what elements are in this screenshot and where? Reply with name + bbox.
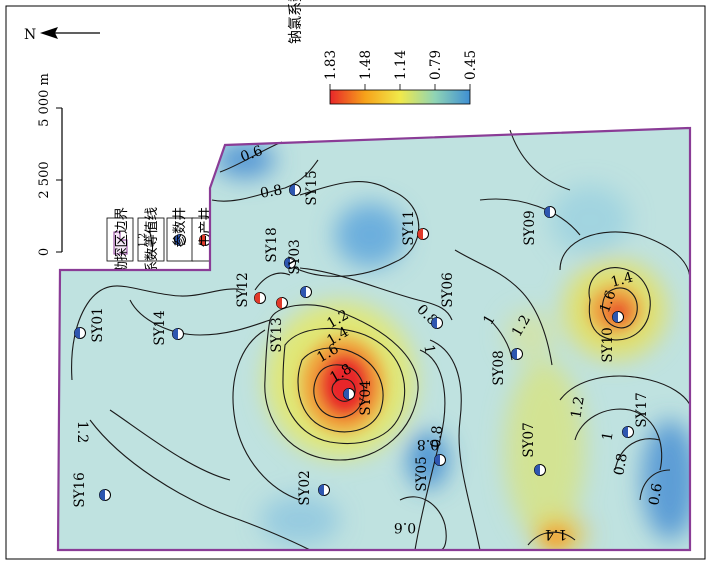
well-marker-sy18: SY18 bbox=[264, 227, 296, 269]
well-marker-sy15: SY15 bbox=[289, 170, 320, 206]
scale-bar: 0 2 500 5 000 m bbox=[37, 73, 63, 256]
well-marker-sy04: SY04 bbox=[343, 380, 374, 416]
well-label: SY01 bbox=[90, 307, 106, 342]
well-marker-sy10: SY10 bbox=[600, 311, 624, 363]
well-label: SY13 bbox=[269, 317, 285, 352]
production-well-icon bbox=[199, 234, 211, 246]
well-label: SY02 bbox=[297, 470, 313, 505]
well-label: SY17 bbox=[634, 392, 650, 427]
well-label: SY11 bbox=[401, 210, 417, 245]
well-marker-sy17: SY17 bbox=[622, 392, 650, 438]
contour-label: 0.6 bbox=[238, 143, 264, 166]
well-marker-sy02: SY02 bbox=[297, 470, 330, 506]
well-label: SY09 bbox=[522, 210, 538, 245]
scale-tick-0: 0 bbox=[37, 248, 52, 256]
colorbar-tick-5: 0.45 bbox=[463, 50, 479, 80]
well-marker-sy07: SY07 bbox=[521, 422, 546, 476]
well-marker-sy09: SY09 bbox=[522, 206, 556, 246]
colorbar-tick-4: 0.79 bbox=[428, 50, 444, 80]
contour-label: 0.8 bbox=[259, 182, 284, 202]
contour-label: 0.8 bbox=[417, 436, 439, 452]
map-area: 0.6 0.8 0.8 1.2 1.4 1.6 1.8 1 0.8 1 1.2 … bbox=[56, 126, 692, 552]
legend: 1.2 勘探区边界 钠氯系数等值线 参数井 生产井 bbox=[106, 207, 219, 302]
well-marker-sy06: SY06 bbox=[431, 272, 456, 329]
well-label: SY08 bbox=[491, 350, 507, 385]
legend-contour-sample: 1.2 bbox=[138, 233, 148, 247]
contour-icon bbox=[149, 223, 154, 257]
well-marker-sy13: SY13 bbox=[269, 297, 288, 353]
well-label: SY10 bbox=[600, 327, 616, 362]
north-arrow: N bbox=[24, 27, 100, 43]
well-marker-sy11: SY11 bbox=[401, 210, 429, 246]
colorbar-ramp bbox=[329, 89, 471, 105]
contour-label: 0.6 bbox=[394, 519, 416, 535]
contour-label: 0.8 bbox=[428, 425, 446, 449]
well-label: SY05 bbox=[414, 456, 430, 491]
well-label: SY06 bbox=[440, 272, 456, 307]
colorbar-tick-3: 1.14 bbox=[393, 50, 409, 80]
colorbar-tick-1: 1.83 bbox=[323, 50, 339, 80]
contour-label: 0.6 bbox=[646, 482, 666, 507]
contour-label: 1.4 bbox=[609, 270, 635, 291]
contour-label: 1.4 bbox=[545, 526, 567, 542]
well-marker-sy03: SY03 bbox=[287, 239, 312, 298]
exploration-boundary bbox=[56, 126, 692, 552]
well-label: SY14 bbox=[152, 310, 168, 345]
well-label: SY16 bbox=[72, 472, 88, 507]
well-marker-sy12: SY12 bbox=[235, 272, 266, 308]
well-marker-sy08: SY08 bbox=[491, 348, 523, 386]
well-label: SY15 bbox=[304, 170, 320, 205]
well-label: SY07 bbox=[521, 422, 537, 457]
well-marker-sy16: SY16 bbox=[72, 472, 111, 508]
contour-label: 1 bbox=[599, 431, 616, 443]
contour-label: 1.6 bbox=[597, 288, 620, 314]
scale-tick-2500: 2 500 bbox=[37, 161, 52, 198]
boundary-icon bbox=[113, 231, 128, 255]
colorbar: 钠氯系数 1.83 1.48 1.14 0.79 0.45 bbox=[288, 0, 479, 105]
legend-label-boundary: 勘探区边界 bbox=[114, 207, 130, 275]
north-label: N bbox=[24, 27, 36, 43]
legend-label-parameter-well: 参数井 bbox=[171, 207, 188, 248]
well-markers: SY15 SY11 SY09 SY18 SY03 bbox=[72, 170, 650, 507]
contour-label: 0.8 bbox=[611, 452, 631, 477]
contour-label: 1 bbox=[420, 344, 437, 356]
well-label: SY03 bbox=[287, 239, 303, 274]
well-marker-sy01: SY01 bbox=[74, 307, 106, 343]
contour-label: 1.2 bbox=[568, 395, 588, 420]
well-marker-sy14: SY14 bbox=[152, 310, 184, 346]
contour-label: 1.2 bbox=[74, 421, 90, 443]
well-marker-sy05: SY05 bbox=[414, 454, 446, 492]
scale-tick-5000: 5 000 m bbox=[37, 73, 52, 127]
colorbar-tick-2: 1.48 bbox=[358, 50, 374, 80]
parameter-well-icon bbox=[174, 234, 186, 246]
well-label: SY18 bbox=[264, 227, 280, 262]
well-label: SY12 bbox=[235, 272, 251, 307]
colorbar-title: 钠氯系数 bbox=[288, 0, 304, 44]
well-label: SY04 bbox=[358, 380, 374, 415]
